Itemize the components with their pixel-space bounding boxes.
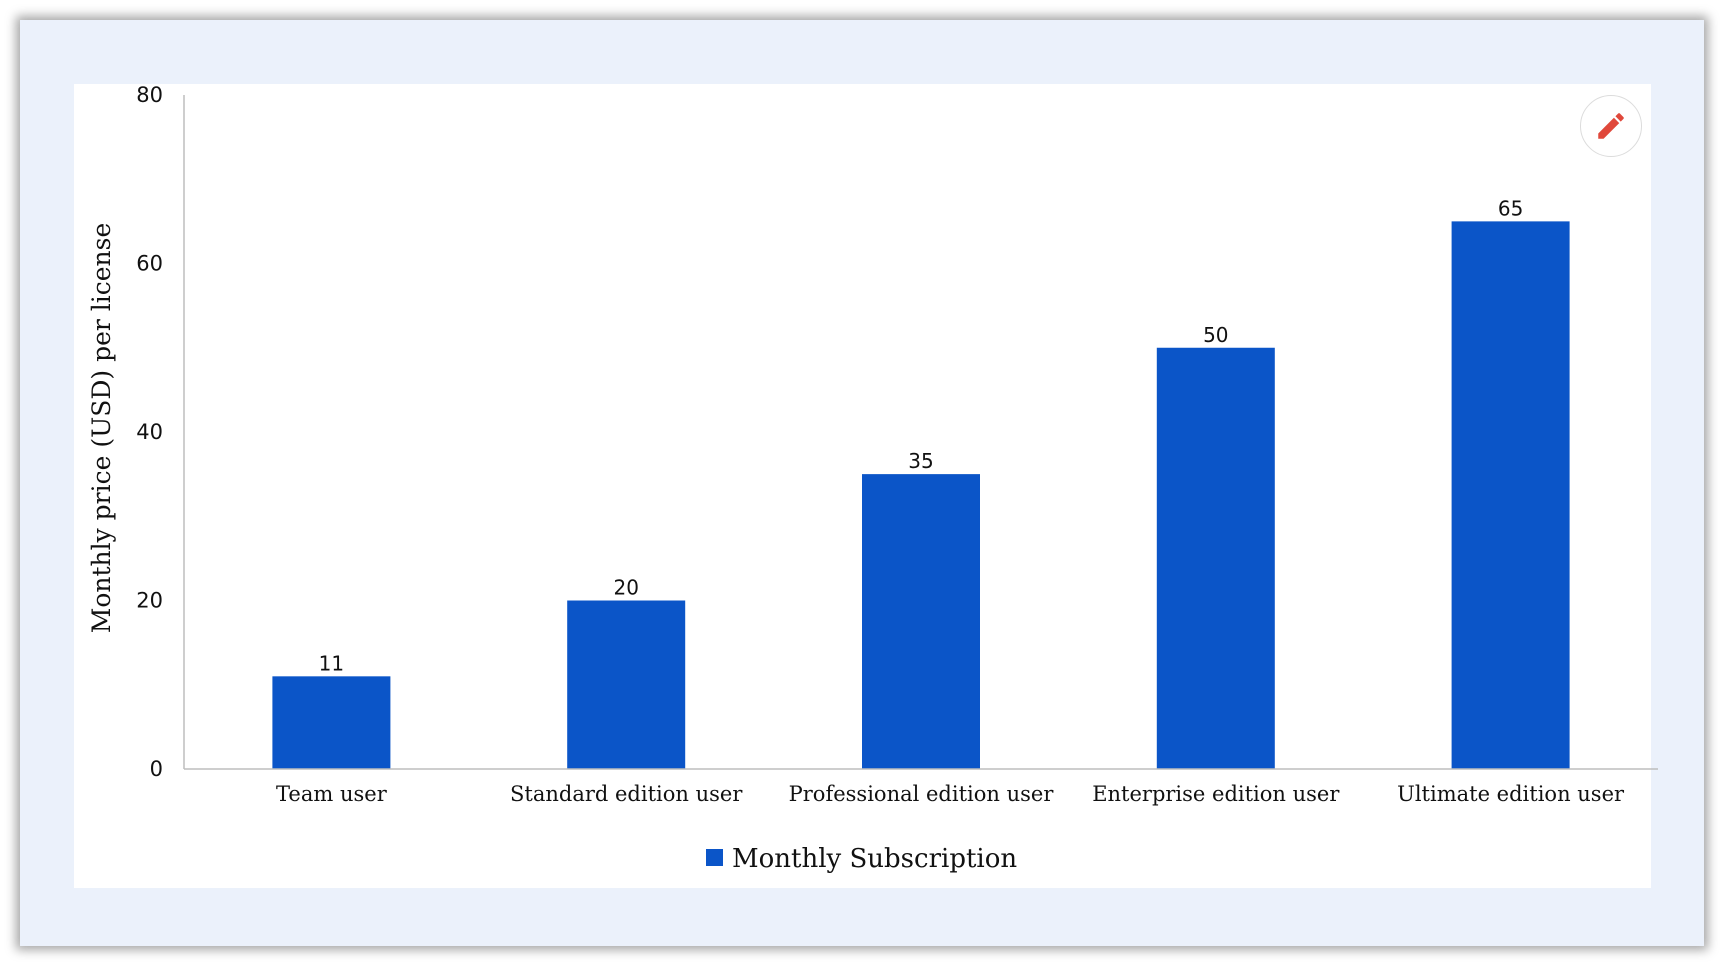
bar	[567, 600, 686, 769]
y-tick-label: 40	[136, 420, 163, 444]
x-axis-ticks: Team user Standard edition user Profession…	[276, 782, 1625, 806]
y-tick-label: 0	[150, 757, 163, 781]
y-tick-label: 80	[136, 83, 163, 107]
bar	[1451, 221, 1570, 769]
bar	[1156, 347, 1275, 769]
y-axis-ticks: 0 20 40 60 80	[136, 83, 163, 781]
legend-swatch	[706, 849, 723, 866]
y-axis-label: Monthly price (USD) per license	[87, 223, 116, 634]
x-tick-label: Team user	[276, 782, 388, 806]
data-label: 11	[319, 651, 344, 675]
legend: Monthly Subscription	[706, 844, 1017, 874]
data-label: 35	[908, 449, 933, 473]
bar	[862, 474, 980, 769]
pencil-icon	[1598, 113, 1624, 139]
x-tick-label: Ultimate edition user	[1397, 782, 1625, 806]
data-label: 20	[613, 576, 638, 600]
x-tick-label: Professional edition user	[789, 782, 1055, 806]
bar-series: 11 20 35 50 65	[272, 196, 1570, 769]
y-tick-label: 20	[136, 589, 163, 613]
data-label: 50	[1203, 323, 1228, 347]
x-tick-label: Standard edition user	[510, 782, 743, 806]
legend-label: Monthly Subscription	[732, 844, 1017, 874]
bar	[272, 676, 391, 769]
y-tick-label: 60	[136, 252, 163, 276]
data-label: 65	[1498, 196, 1523, 220]
edit-button[interactable]	[1580, 95, 1642, 157]
x-tick-label: Enterprise edition user	[1092, 782, 1340, 806]
